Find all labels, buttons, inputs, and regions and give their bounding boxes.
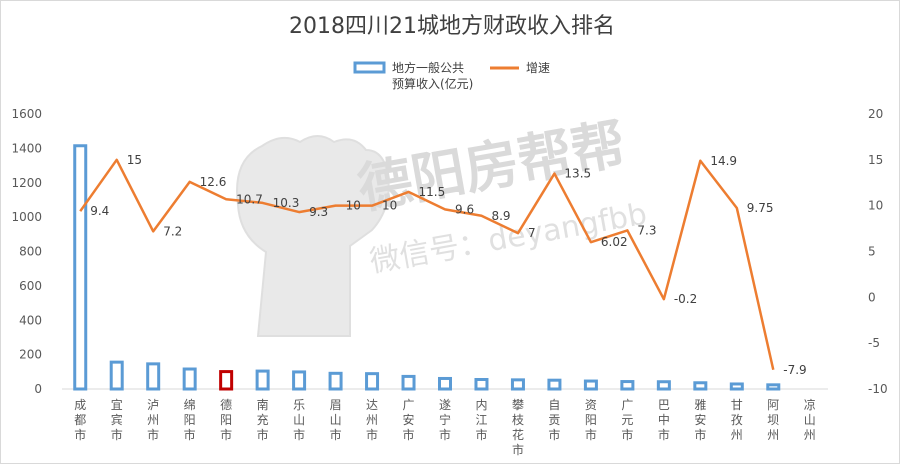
line-data-label: 7.3 — [637, 223, 656, 237]
line-data-label: -0.2 — [674, 292, 697, 306]
line-data-label: 13.5 — [564, 167, 591, 181]
line-data-label: 9.4 — [90, 204, 109, 218]
x-axis-tick-label: 乐山市 — [293, 398, 305, 442]
bar — [73, 144, 88, 391]
line-data-label: 10 — [346, 199, 361, 213]
x-axis-tick-label: 泸州市 — [147, 398, 159, 442]
fist-logo-icon — [236, 135, 390, 337]
line-data-label: 9.6 — [455, 202, 474, 216]
line-data-label: 6.02 — [601, 235, 628, 249]
x-axis-tick-label: 成都市 — [74, 398, 86, 442]
x-axis-labels: 成都市 宜宾市 泸州市 绵阳市 德阳市 南充市 乐山市 眉山市 达州市 广安市 遂宁市 内江市 攀枝花市… — [74, 397, 816, 457]
line-data-label: 9.75 — [747, 201, 774, 215]
x-axis-tick-label: 宜宾市 — [111, 397, 123, 442]
line-data-labels: 9.4 15 7.2 12.6 10.7 10.3 9.3 10 10 11.5 9.6 8.9 7 13… — [90, 153, 806, 377]
left-axis-tick-label: 600 — [19, 279, 42, 293]
left-axis-tick-label: 0 — [34, 382, 42, 396]
left-axis-tick-label: 1400 — [11, 141, 42, 155]
x-axis-tick-label: 眉山市 — [330, 398, 342, 442]
x-axis-tick-label: 资阳市 — [585, 398, 597, 442]
x-axis-tick-label: 攀枝花市 — [512, 398, 524, 457]
line-data-label: 15 — [127, 153, 142, 167]
x-axis-tick-label: 德阳市 — [220, 397, 232, 442]
bar — [656, 380, 671, 391]
bar — [365, 372, 380, 391]
left-axis-tick-label: 400 — [19, 313, 42, 327]
right-axis-tick-label: 5 — [868, 245, 876, 259]
x-axis-tick-label: 甘孜州 — [731, 398, 743, 442]
x-axis-tick-label: 阿坝州 — [767, 398, 779, 442]
left-axis-tick-label: 1200 — [11, 176, 42, 190]
line-data-label: 10.3 — [273, 196, 300, 210]
line-series — [79, 158, 775, 371]
x-axis-tick-label: 遂宁市 — [439, 398, 451, 442]
x-axis-tick-label: 凉山州 — [804, 397, 816, 442]
left-axis-tick-label: 200 — [19, 348, 42, 362]
right-axis-tick-label: 0 — [868, 290, 876, 304]
x-axis-tick-label: 达州市 — [366, 398, 378, 442]
right-axis-tick-label: -5 — [868, 336, 880, 350]
bar — [474, 378, 489, 391]
chart-title: 2018四川21城地方财政收入排名 — [289, 14, 615, 39]
line-data-label: 10.7 — [236, 192, 263, 206]
right-axis: -10 -5 0 5 10 15 20 — [868, 107, 888, 396]
right-axis-tick-label: 15 — [868, 153, 883, 167]
legend-bar-swatch — [353, 61, 386, 74]
x-axis-tick-label: 绵阳市 — [184, 398, 196, 442]
right-axis-tick-label: 10 — [868, 199, 883, 213]
bar — [109, 360, 124, 391]
line-data-label: 11.5 — [419, 185, 446, 199]
left-axis-tick-label: 800 — [19, 245, 42, 259]
bar — [292, 370, 307, 391]
bar-series — [73, 144, 781, 391]
growth-line — [79, 158, 775, 371]
x-axis-tick-label: 巴中市 — [658, 398, 670, 442]
bar — [255, 369, 270, 391]
bar — [547, 378, 562, 391]
legend-bar-label-line2: 预算收入(亿元) — [392, 76, 473, 91]
bar — [328, 371, 343, 391]
bar — [620, 380, 635, 391]
line-data-label: 7.2 — [163, 224, 182, 238]
left-axis-tick-label: 1600 — [11, 107, 42, 121]
bar — [401, 374, 416, 391]
line-data-label: 7 — [528, 226, 536, 240]
x-axis-tick-label: 自贡市 — [548, 398, 560, 442]
left-axis-tick-label: 1000 — [11, 210, 42, 224]
x-axis-tick-label: 内江市 — [475, 398, 487, 442]
right-axis-tick-label: -10 — [868, 382, 888, 396]
x-axis-tick-label: 雅安市 — [694, 397, 706, 442]
line-data-label: 12.6 — [200, 175, 227, 189]
left-axis: 0 200 400 600 800 1000 1200 1400 1600 — [11, 107, 828, 396]
legend-bar-label-line1: 地方一般公共 — [392, 60, 464, 75]
bar — [438, 376, 452, 391]
bar — [766, 383, 781, 391]
line-data-label: 9.3 — [309, 205, 328, 219]
legend: 地方一般公共 预算收入(亿元) 增速 — [353, 60, 550, 91]
bar — [146, 362, 161, 391]
x-axis-tick-label: 广安市 — [403, 398, 415, 442]
bar — [693, 381, 708, 391]
bar — [219, 370, 234, 391]
bar — [182, 367, 197, 391]
x-axis-tick-label: 南充市 — [257, 397, 269, 442]
line-data-label: 10 — [382, 199, 397, 213]
line-data-label: 14.9 — [710, 154, 737, 168]
legend-line-label: 增速 — [526, 61, 550, 75]
bar — [583, 379, 598, 391]
right-axis-tick-label: 20 — [868, 107, 883, 121]
line-data-label: -7.9 — [783, 363, 806, 377]
x-axis-tick-label: 广元市 — [621, 398, 633, 442]
line-data-label: 8.9 — [491, 209, 510, 223]
bar — [729, 382, 744, 391]
bar — [510, 378, 525, 391]
